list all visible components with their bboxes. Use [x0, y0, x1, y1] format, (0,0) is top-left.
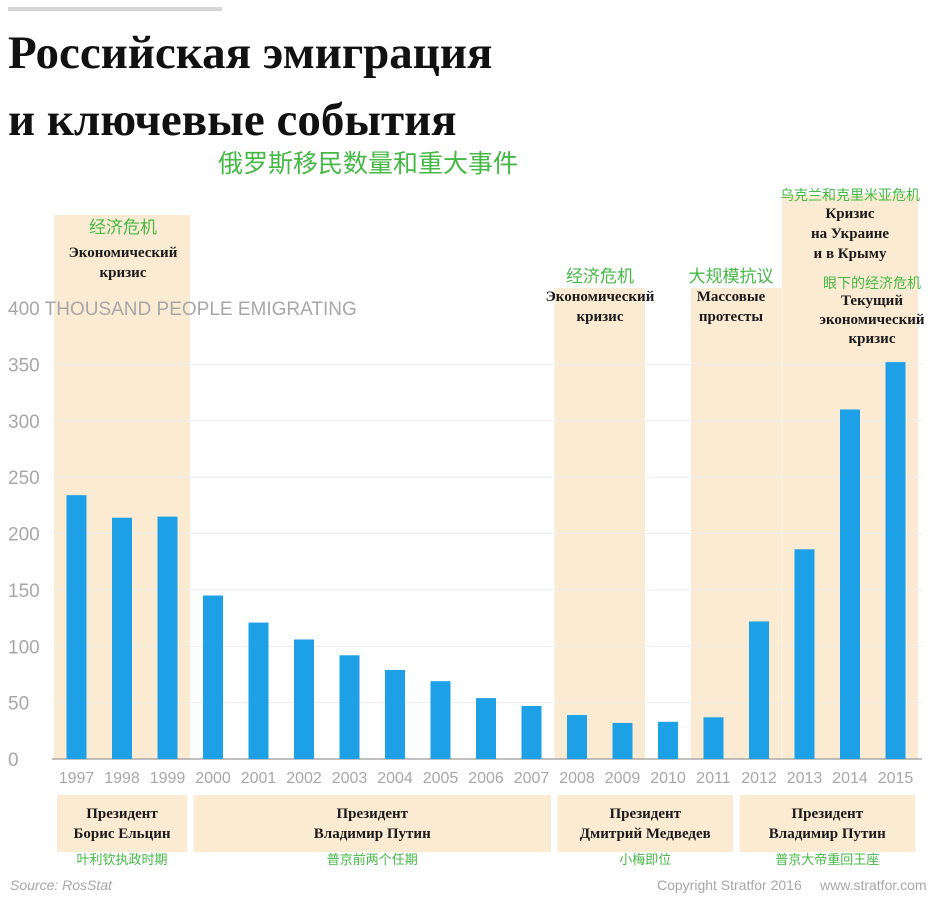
president-name: Владимир Путин: [769, 826, 886, 842]
chart-subtitle-chinese: 俄罗斯移民数量和重大事件: [218, 149, 519, 178]
x-tick-label: 2005: [423, 770, 459, 787]
event-label-cn: 乌克兰和克里米亚危机: [780, 188, 920, 204]
y-tick-label: 50: [8, 694, 29, 715]
president-label-cn: 叶利钦执政时期: [76, 853, 167, 868]
bar: [476, 698, 496, 759]
event-band: [554, 288, 645, 759]
president-label-cn: 普京大帝重回王座: [775, 852, 879, 868]
x-tick-label: 2012: [741, 770, 777, 787]
bar: [339, 655, 360, 759]
event-label: Текущий: [841, 293, 903, 309]
bar: [794, 549, 815, 759]
bar: [248, 622, 269, 759]
copyright-note: Copyright Stratfor 2016: [657, 877, 802, 893]
x-tick-label: 2002: [286, 770, 322, 787]
bar: [840, 409, 860, 759]
x-tick-label: 1999: [150, 770, 186, 787]
y-tick-label: 150: [8, 581, 40, 602]
y-tick-label: 300: [8, 412, 40, 433]
president-box: [557, 795, 733, 852]
y-tick-label: 250: [8, 468, 40, 489]
y-tick-label: 350: [8, 355, 40, 376]
y-tick-label: 200: [8, 525, 40, 546]
event-label: кризис: [849, 331, 896, 347]
event-label: Массовые: [697, 289, 766, 305]
event-label-cn: 眼下的经济危机: [823, 276, 921, 292]
event-label-cn: 大规模抗议: [689, 267, 774, 287]
president-label-cn: 普京前两个任期: [327, 852, 418, 868]
x-tick-label: 2009: [605, 770, 641, 787]
bar: [294, 639, 314, 759]
president-box: [57, 795, 187, 852]
bar: [749, 621, 769, 759]
president-title: Президент: [86, 806, 158, 822]
x-tick-label: 2003: [332, 770, 368, 787]
chart-title-line-2: и ключевые события: [8, 94, 457, 146]
x-tick-label: 2001: [241, 770, 277, 787]
president-box: [739, 795, 915, 852]
event-label: Экономический: [69, 245, 178, 261]
event-label-cn: 经济危机: [566, 267, 634, 287]
source-note: Source: RosStat: [10, 877, 113, 893]
chart-title-line-1: Российская эмиграция: [8, 27, 493, 79]
y-tick-label: 100: [8, 637, 40, 658]
bar: [567, 715, 587, 759]
event-label: Экономический: [546, 289, 655, 305]
x-tick-label: 2000: [195, 770, 231, 787]
y-tick-label: 0: [8, 750, 19, 771]
president-name: Владимир Путин: [314, 826, 431, 842]
x-tick-label: 2010: [650, 770, 686, 787]
x-tick-label: 2004: [377, 770, 413, 787]
x-tick-label: 1997: [59, 770, 95, 787]
bar: [203, 595, 223, 759]
bar: [521, 706, 542, 759]
event-label: кризис: [100, 265, 147, 281]
x-tick-label: 2007: [514, 770, 550, 787]
x-tick-label: 2008: [559, 770, 595, 787]
president-title: Президент: [336, 806, 408, 822]
bar: [703, 717, 724, 759]
x-tick-label: 2006: [468, 770, 504, 787]
y-tick-label: 400 THOUSAND PEOPLE EMIGRATING: [8, 299, 357, 320]
event-label: кризис: [577, 309, 624, 325]
x-tick-label: 2011: [696, 770, 731, 787]
bar: [658, 721, 678, 759]
x-tick-label: 2013: [787, 770, 823, 787]
president-title: Президент: [791, 806, 863, 822]
bar: [385, 669, 405, 759]
event-label: на Украине: [811, 226, 889, 242]
president-name: Дмитрий Медведев: [580, 826, 711, 842]
bar: [66, 495, 87, 759]
top-decorative-line: [8, 7, 222, 11]
event-label-cn: 经济危机: [89, 218, 157, 238]
event-label: Кризис: [825, 206, 875, 222]
x-tick-label: 1998: [104, 770, 140, 787]
bar: [157, 516, 178, 759]
bar: [430, 681, 451, 759]
bar: [612, 722, 633, 759]
bar: [112, 517, 132, 759]
president-name: Борис Ельцин: [73, 826, 170, 842]
website-note: www.stratfor.com: [819, 877, 927, 893]
president-label-cn: 小梅即位: [619, 853, 671, 868]
x-tick-label: 2015: [878, 770, 914, 787]
president-box: [193, 795, 551, 852]
president-title: Президент: [609, 806, 681, 822]
x-tick-label: 2014: [832, 770, 868, 787]
event-label: и в Крыму: [814, 246, 887, 262]
event-label: экономический: [819, 312, 924, 328]
bar: [885, 362, 906, 759]
event-label: протесты: [699, 309, 764, 325]
